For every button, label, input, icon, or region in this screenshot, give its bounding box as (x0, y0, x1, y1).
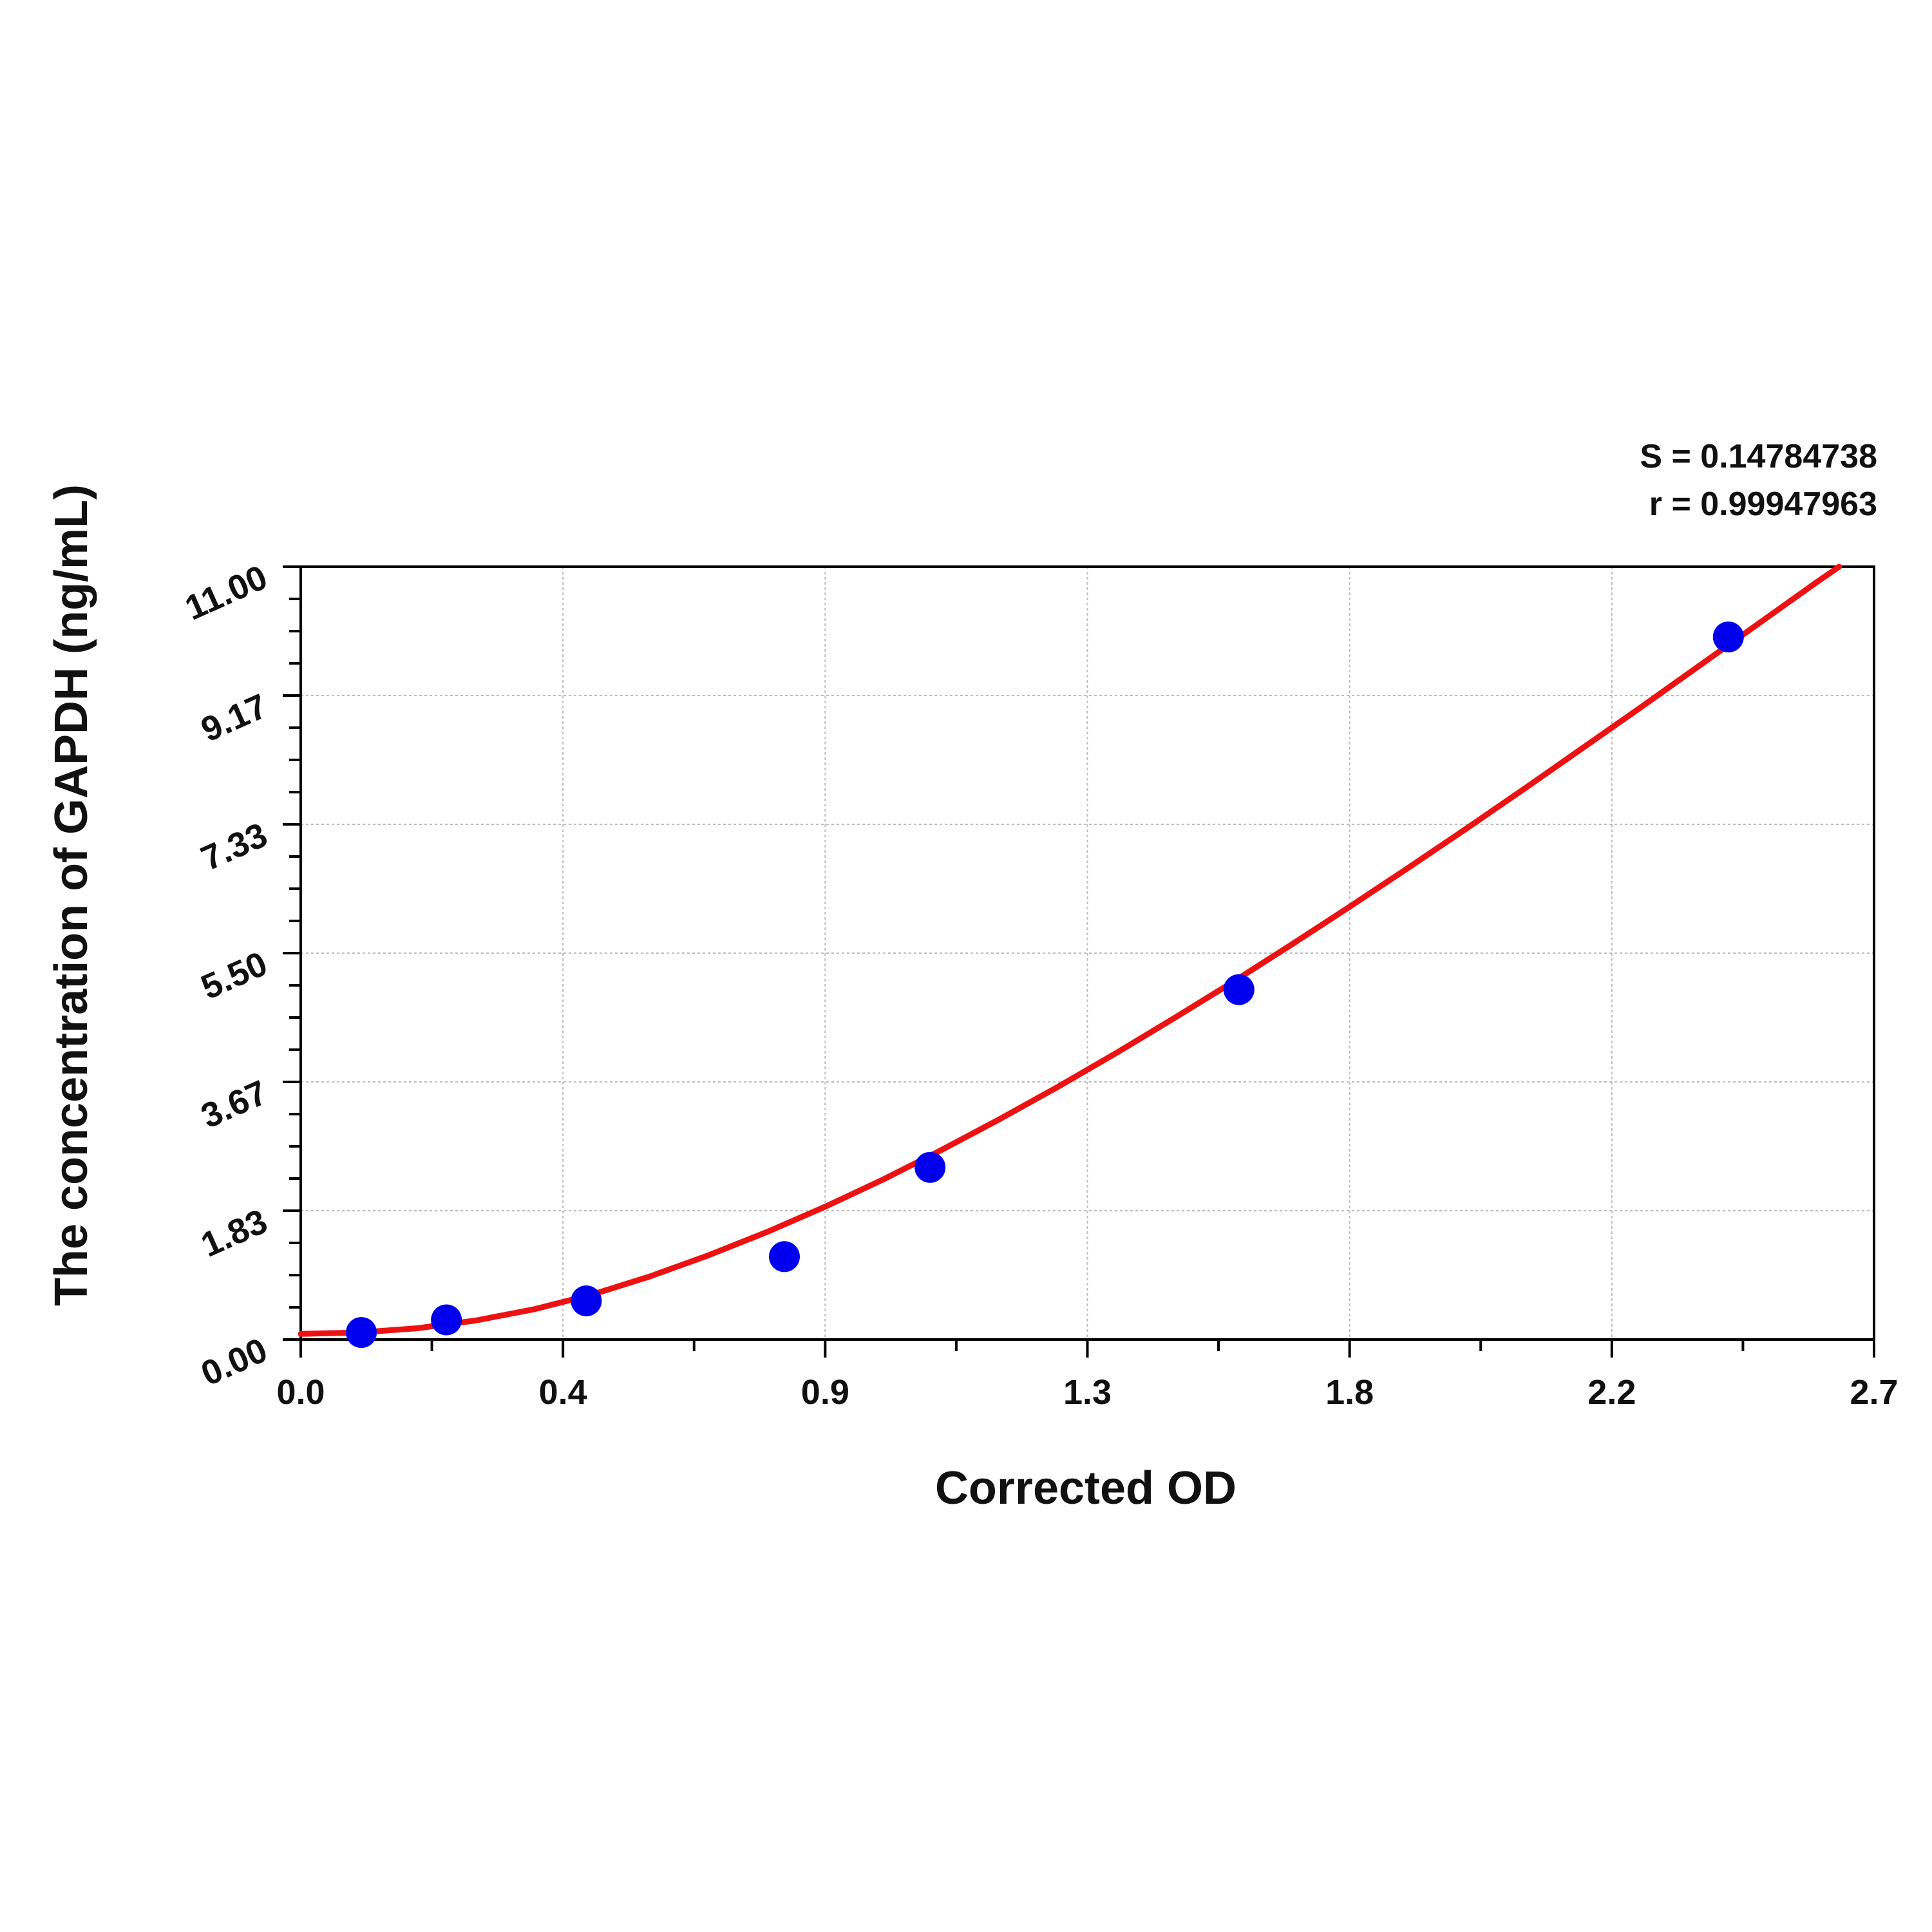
data-point (571, 1285, 602, 1316)
x-tick-label: 2.7 (1850, 1373, 1898, 1412)
x-tick-label: 0.9 (801, 1373, 849, 1412)
x-tick-label: 0.0 (276, 1373, 325, 1412)
y-tick-label: 5.50 (195, 944, 272, 1007)
x-tick-label: 1.8 (1325, 1373, 1374, 1412)
grid-lines (301, 567, 1874, 1340)
tick-labels: 0.0 0.4 0.9 1.3 1.8 2.2 2.7 0.00 1.83 3.67 5.50 7.3… (180, 558, 1899, 1412)
data-point (914, 1151, 946, 1183)
stat-s-value: S = 0.14784738 (1640, 438, 1877, 475)
fitted-curve-line (298, 564, 1842, 1337)
x-tick-label: 1.3 (1063, 1373, 1112, 1412)
data-points (346, 621, 1744, 1349)
y-tick-label: 1.83 (195, 1202, 272, 1265)
y-axis-title: The concentration of GAPDH (ng/mL) (46, 484, 97, 1306)
data-point (1712, 621, 1744, 653)
y-tick-label: 11.00 (180, 558, 273, 628)
x-tick-label: 2.2 (1587, 1373, 1636, 1412)
y-tick-label: 7.33 (195, 815, 272, 878)
fitted-curve (298, 564, 1842, 1337)
x-tick-label: 0.4 (539, 1373, 587, 1412)
y-tick-label: 0.00 (195, 1331, 272, 1394)
y-tick-label: 9.17 (195, 687, 272, 750)
data-point (346, 1317, 377, 1349)
data-point (1223, 974, 1255, 1005)
y-tick-label: 3.67 (195, 1073, 272, 1136)
x-axis-title: Corrected OD (935, 1463, 1236, 1514)
data-point (431, 1304, 462, 1336)
data-point (769, 1241, 800, 1273)
stat-r-value: r = 0.99947963 (1649, 486, 1877, 523)
tick-marks (283, 565, 1875, 1358)
